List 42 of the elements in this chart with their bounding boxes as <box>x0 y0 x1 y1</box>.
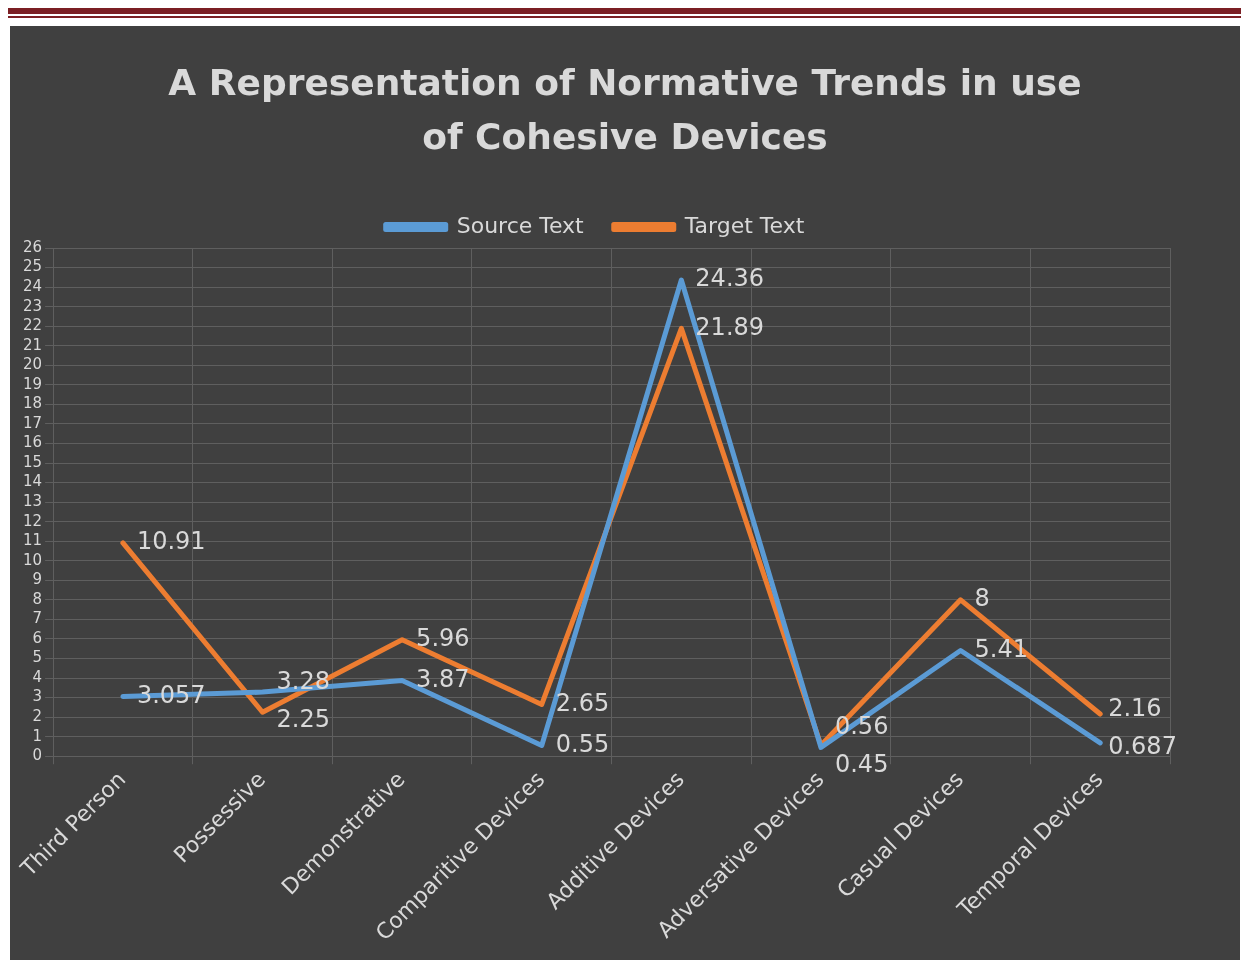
y-tick-label: 11 <box>22 531 43 550</box>
y-tick-label: 25 <box>22 257 43 276</box>
data-label: 8 <box>974 584 990 613</box>
y-tick-label: 21 <box>22 335 43 354</box>
y-tick-label: 18 <box>22 394 43 413</box>
y-tick-label: 19 <box>22 374 43 393</box>
y-tick-label: 5 <box>32 648 43 667</box>
data-label: 3.87 <box>416 664 470 693</box>
data-label: 2.16 <box>1108 693 1162 722</box>
y-tick-label: 4 <box>32 667 43 686</box>
data-label: 10.91 <box>136 527 206 556</box>
legend-label: Source Text <box>456 212 585 238</box>
y-tick-label: 23 <box>22 296 43 315</box>
y-tick-label: 16 <box>22 433 43 452</box>
y-tick-label: 3 <box>32 687 43 706</box>
y-tick-label: 20 <box>22 355 43 374</box>
data-label: 0.687 <box>1108 731 1177 760</box>
y-tick-label: 10 <box>22 550 43 569</box>
y-tick-label: 24 <box>22 276 43 295</box>
data-label: 0.55 <box>555 729 610 758</box>
y-tick-label: 8 <box>32 589 43 608</box>
data-label: 2.65 <box>555 688 610 717</box>
y-tick-label: 7 <box>32 609 43 628</box>
y-tick-label: 9 <box>32 570 43 589</box>
y-tick-label: 14 <box>22 472 43 491</box>
y-tick-label: 15 <box>22 452 43 471</box>
y-tick-label: 6 <box>32 628 43 647</box>
y-tick-label: 2 <box>32 707 43 726</box>
data-label: 24.36 <box>695 264 765 293</box>
data-label: 2.25 <box>276 705 330 734</box>
y-tick-label: 13 <box>22 492 43 510</box>
data-label: 0.45 <box>834 749 889 778</box>
data-label: 5.96 <box>416 623 470 652</box>
y-tick-label: 26 <box>22 237 43 256</box>
y-tick-label: 17 <box>22 413 43 432</box>
y-tick-label: 12 <box>22 511 43 530</box>
data-label: 21.89 <box>695 312 765 341</box>
legend-label: Target Text <box>683 212 805 238</box>
chart-title: A Representation of Normative Trends in use of Cohesive Devices <box>167 61 1083 159</box>
y-tick-label: 1 <box>32 726 43 745</box>
y-tick-label: 22 <box>22 316 43 335</box>
y-tick-label: 0 <box>32 746 43 765</box>
